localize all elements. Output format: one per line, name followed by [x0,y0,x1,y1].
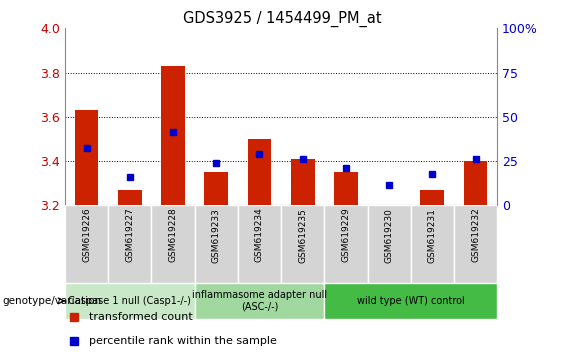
Bar [75,110,98,205]
Text: Caspase 1 null (Casp1-/-): Caspase 1 null (Casp1-/-) [68,296,191,306]
Text: GSM619226: GSM619226 [82,208,91,262]
FancyBboxPatch shape [281,205,324,283]
Text: GSM619235: GSM619235 [298,208,307,263]
Text: GSM619232: GSM619232 [471,208,480,262]
FancyBboxPatch shape [411,205,454,283]
Text: GSM619233: GSM619233 [212,208,221,263]
Bar [205,172,228,205]
FancyBboxPatch shape [151,205,194,283]
Text: GSM619230: GSM619230 [385,208,394,263]
Text: GDS3925 / 1454499_PM_at: GDS3925 / 1454499_PM_at [183,11,382,27]
FancyBboxPatch shape [454,205,497,283]
Text: inflammasome adapter null
(ASC-/-): inflammasome adapter null (ASC-/-) [192,290,327,312]
Bar [334,172,358,205]
Text: GSM619229: GSM619229 [341,208,350,262]
Text: transformed count: transformed count [89,312,193,322]
Bar [291,159,315,205]
Text: GSM619234: GSM619234 [255,208,264,262]
FancyBboxPatch shape [324,205,367,283]
Bar [194,283,324,319]
Bar [65,283,194,319]
Bar [324,283,497,319]
Bar [247,139,271,205]
Bar [118,190,142,205]
Text: wild type (WT) control: wild type (WT) control [357,296,464,306]
FancyBboxPatch shape [238,205,281,283]
FancyBboxPatch shape [194,205,238,283]
FancyBboxPatch shape [108,205,151,283]
Bar [464,161,488,205]
Text: percentile rank within the sample: percentile rank within the sample [89,336,277,346]
Bar [161,66,185,205]
Text: GSM619227: GSM619227 [125,208,134,262]
Text: GSM619231: GSM619231 [428,208,437,263]
Bar [420,190,444,205]
FancyBboxPatch shape [367,205,411,283]
Text: genotype/variation: genotype/variation [3,296,102,306]
Text: GSM619228: GSM619228 [168,208,177,262]
FancyBboxPatch shape [65,205,108,283]
